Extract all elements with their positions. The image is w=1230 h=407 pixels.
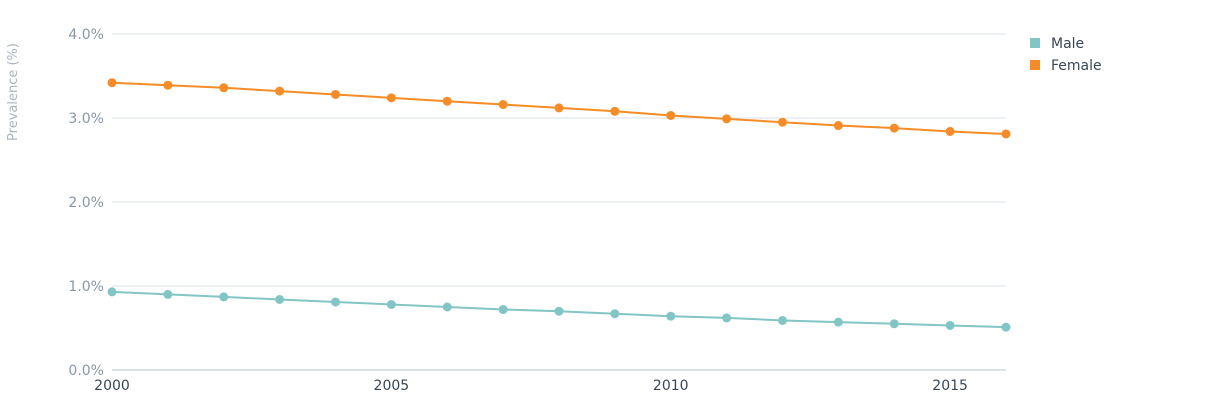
data-point[interactable] — [331, 297, 340, 307]
data-point[interactable] — [1001, 322, 1011, 332]
x-tick-label: 2005 — [374, 378, 410, 394]
y-tick-label: 2.0% — [68, 195, 104, 211]
legend-item-male[interactable]: Male — [1030, 36, 1084, 52]
x-tick-label: 2010 — [653, 378, 689, 394]
data-point[interactable] — [610, 106, 620, 116]
x-tick-label: 2015 — [932, 378, 968, 394]
y-tick-label: 3.0% — [68, 111, 104, 127]
data-point[interactable] — [386, 299, 396, 309]
grid — [112, 33, 1006, 371]
data-point[interactable] — [778, 117, 787, 127]
data-point[interactable] — [163, 80, 173, 90]
data-point[interactable] — [554, 306, 564, 316]
data-point[interactable] — [498, 100, 508, 110]
data-point[interactable] — [107, 78, 117, 88]
data-point[interactable] — [331, 89, 340, 99]
legend-item-female[interactable]: Female — [1030, 58, 1102, 74]
data-point[interactable] — [1001, 129, 1011, 139]
data-point[interactable] — [163, 289, 173, 299]
data-point[interactable] — [107, 287, 117, 297]
data-point[interactable] — [442, 302, 452, 312]
series-male — [107, 287, 1011, 332]
series — [107, 78, 1011, 332]
data-point[interactable] — [722, 313, 732, 323]
data-point[interactable] — [833, 317, 843, 327]
y-tick-label: 1.0% — [68, 279, 104, 295]
data-point[interactable] — [386, 93, 396, 103]
data-point[interactable] — [778, 315, 787, 325]
legend-swatch — [1030, 38, 1040, 48]
series-female — [107, 78, 1011, 139]
legend-swatch — [1030, 60, 1040, 70]
y-tick-label: 0.0% — [68, 363, 104, 379]
data-point[interactable] — [554, 103, 564, 113]
data-point[interactable] — [442, 96, 452, 106]
data-point[interactable] — [722, 114, 732, 124]
legend-label: Female — [1051, 58, 1102, 74]
x-tick-label: 2000 — [94, 378, 130, 394]
data-point[interactable] — [498, 305, 508, 315]
data-point[interactable] — [666, 110, 676, 120]
y-axis-label: Prevalence (%) — [6, 43, 21, 141]
data-point[interactable] — [219, 292, 229, 302]
legend-label: Male — [1051, 36, 1084, 52]
legend[interactable]: Male Female — [1030, 36, 1102, 74]
y-tick-label: 4.0% — [68, 27, 104, 43]
axes: 0.0% 1.0% 2.0% 3.0% 4.0% 2000 2005 2010 2015 — [68, 27, 968, 394]
data-point[interactable] — [889, 319, 899, 329]
data-point[interactable] — [219, 83, 229, 93]
data-point[interactable] — [610, 309, 620, 319]
data-point[interactable] — [945, 320, 955, 330]
data-point[interactable] — [275, 86, 285, 96]
data-point[interactable] — [889, 123, 899, 133]
data-point[interactable] — [666, 311, 676, 321]
data-point[interactable] — [945, 126, 955, 136]
data-point[interactable] — [833, 121, 843, 131]
data-point[interactable] — [275, 294, 285, 304]
